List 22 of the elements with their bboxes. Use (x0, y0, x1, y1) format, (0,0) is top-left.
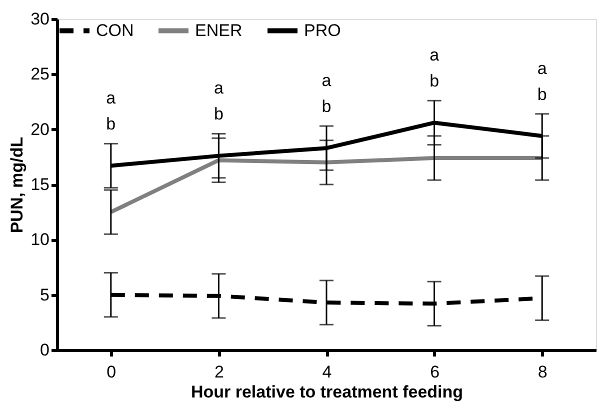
annotation: a b (106, 88, 116, 134)
y-tick-label: 25 (30, 64, 50, 84)
y-tick-label: 30 (30, 10, 50, 28)
y-tick-label: 0 (40, 340, 50, 360)
annotation: a b (322, 71, 332, 116)
legend-label: ENER (195, 20, 242, 40)
annotation: a b (537, 58, 548, 104)
x-tick-label: 0 (106, 362, 116, 382)
y-tick-label: 20 (30, 120, 50, 139)
x-tick-label: 6 (430, 362, 440, 382)
legend-label: CON (96, 20, 134, 40)
x-tick-label: 4 (322, 362, 332, 382)
annotation: a b (430, 46, 440, 91)
y-axis-title: PUN, mg/dL (8, 136, 27, 234)
legend-label: PRO (304, 20, 341, 40)
annotation: a b (214, 78, 224, 124)
x-tick-label: 8 (538, 362, 548, 382)
y-tick-label: 15 (30, 175, 50, 194)
y-tick-label: 10 (30, 230, 50, 250)
x-axis-title: Hour relative to treatment feeding (190, 382, 464, 402)
x-tick-label: 2 (214, 362, 224, 382)
y-tick-label: 5 (40, 285, 50, 304)
